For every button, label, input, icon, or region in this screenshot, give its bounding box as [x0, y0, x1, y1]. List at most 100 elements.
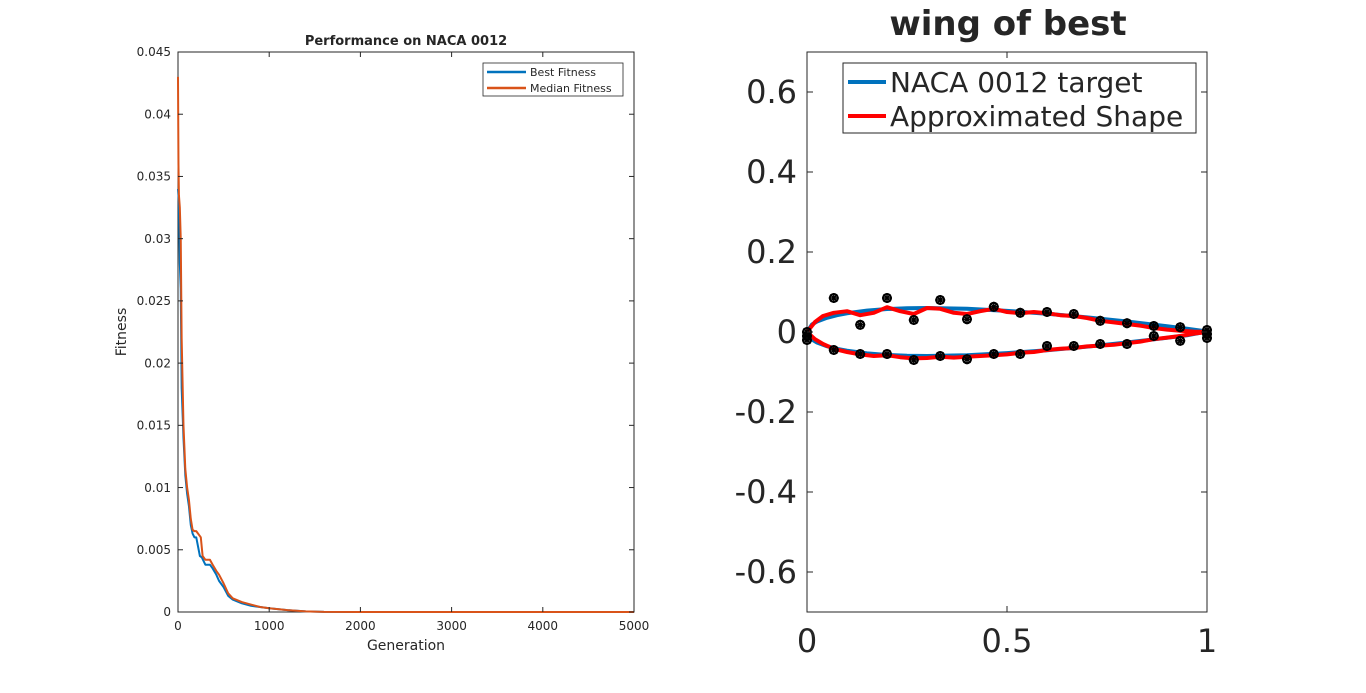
control-point-marker [935, 351, 946, 361]
series-group [177, 76, 634, 613]
y-tick-label: 0.025 [137, 294, 171, 308]
control-point-marker [988, 301, 999, 312]
marker-spoke [962, 315, 972, 324]
control-point-marker [908, 355, 919, 365]
chart-title: Performance on NACA 0012 [305, 34, 507, 49]
control-point-marker [828, 293, 839, 303]
y-tick-label: 0.005 [137, 543, 171, 557]
control-point-marker [1122, 318, 1132, 329]
y-tick-label: 0 [777, 313, 797, 351]
y-tick-label: 0.6 [746, 73, 797, 111]
control-point-marker [828, 345, 839, 355]
marker-spoke [882, 293, 892, 303]
marker-spoke [1069, 309, 1078, 319]
y-tick-label: 0.035 [137, 170, 171, 184]
y-tick-label: -0.6 [735, 553, 797, 591]
x-tick-label: 4000 [528, 619, 559, 633]
x-axis: 0 1000 2000 3000 4000 5000 [174, 52, 649, 633]
legend: NACA 0012 target Approximated Shape [842, 62, 1197, 134]
control-point-marker [1148, 331, 1159, 341]
control-point-marker [855, 349, 866, 359]
y-tick-label: 0.01 [144, 481, 171, 495]
control-point-marker [935, 295, 946, 305]
y-axis-label: Fitness [114, 308, 130, 357]
legend-label-median-fitness: Median Fitness [530, 82, 612, 95]
marker-spoke [909, 315, 918, 325]
control-point-marker [802, 335, 812, 345]
x-tick-label: 3000 [436, 619, 467, 633]
control-point-marker [988, 349, 999, 359]
marker-spoke [909, 355, 918, 365]
marker-spoke [936, 351, 945, 361]
x-tick-label: 2000 [345, 619, 376, 633]
control-point-marker [1095, 315, 1106, 326]
control-point-marker [1068, 341, 1079, 351]
legend: Best Fitness Median Fitness [482, 62, 624, 97]
marker-spoke [1122, 339, 1132, 349]
y-tick-label: 0.015 [137, 419, 171, 433]
y-tick-label: 0.04 [144, 107, 171, 121]
legend-box [482, 62, 624, 97]
legend-label-best-fitness: Best Fitness [530, 66, 596, 79]
control-point-marker [962, 354, 972, 365]
y-tick-label: 0.02 [144, 356, 171, 370]
marker-spoke [1016, 349, 1025, 359]
legend-label-naca-target: NACA 0012 target [890, 66, 1143, 99]
x-tick-label: 0 [174, 619, 182, 633]
marker-spoke [1202, 333, 1212, 343]
marker-spoke [989, 302, 998, 311]
marker-spoke [1122, 319, 1132, 328]
control-point-marker [1175, 322, 1186, 333]
marker-spoke [1096, 316, 1105, 325]
legend-box [842, 62, 1197, 134]
x-axis: 0 0.5 1 [797, 52, 1217, 660]
control-point-marker [1175, 335, 1186, 346]
control-point-marker [1015, 307, 1026, 318]
y-tick-label: 0.2 [746, 233, 797, 271]
control-point-marker [908, 315, 919, 325]
y-tick-label: 0.045 [137, 45, 171, 59]
y-tick-label: 0.4 [746, 153, 797, 191]
plot-area [177, 51, 635, 613]
wing-chart: wing of best 0.60.40.20-0.2-0.4-0.6 0 0.5… [735, 4, 1218, 660]
marker-spoke [856, 320, 865, 329]
chart-title: wing of best [889, 4, 1126, 44]
marker-spoke [1042, 341, 1052, 351]
control-point-marker [882, 349, 892, 359]
control-point-marker [1042, 307, 1052, 317]
fitness-chart: Performance on NACA 0012 0 0.005 0.01 0.015… [114, 34, 649, 654]
x-tick-label: 1000 [254, 619, 285, 633]
marker-spoke [1069, 341, 1078, 351]
plot-area [806, 51, 1208, 613]
y-tick-label: -0.4 [735, 473, 797, 511]
marker-spoke [829, 345, 838, 355]
y-tick-label: 0 [163, 605, 171, 619]
control-point-marker [1122, 339, 1132, 349]
marker-spoke [936, 295, 945, 305]
control-point-marker [855, 319, 866, 330]
y-tick-label: -0.2 [735, 393, 797, 431]
control-points [802, 293, 1212, 365]
x-tick-label: 0.5 [982, 622, 1033, 660]
marker-spoke [1176, 336, 1185, 345]
marker-spoke [856, 349, 865, 359]
marker-spoke [882, 349, 892, 359]
x-tick-label: 0 [797, 622, 817, 660]
marker-spoke [1149, 331, 1158, 341]
marker-spoke [1042, 307, 1052, 317]
marker-spoke [1096, 339, 1105, 349]
x-axis-label: Generation [367, 638, 445, 654]
marker-spoke [1149, 321, 1158, 331]
x-tick-label: 5000 [619, 619, 650, 633]
control-point-marker [1148, 321, 1159, 331]
x-tick-label: 1 [1197, 622, 1217, 660]
marker-spoke [962, 355, 972, 364]
series-line-median-fitness [177, 76, 634, 613]
y-axis: 0 0.005 0.01 0.015 0.02 0.025 0.03 0.035 0.04 0.0… [137, 45, 634, 619]
control-point-marker [1015, 349, 1026, 359]
marker-spoke [829, 293, 838, 303]
legend-label-approximated-shape: Approximated Shape [890, 100, 1183, 133]
control-point-marker [1202, 333, 1212, 343]
